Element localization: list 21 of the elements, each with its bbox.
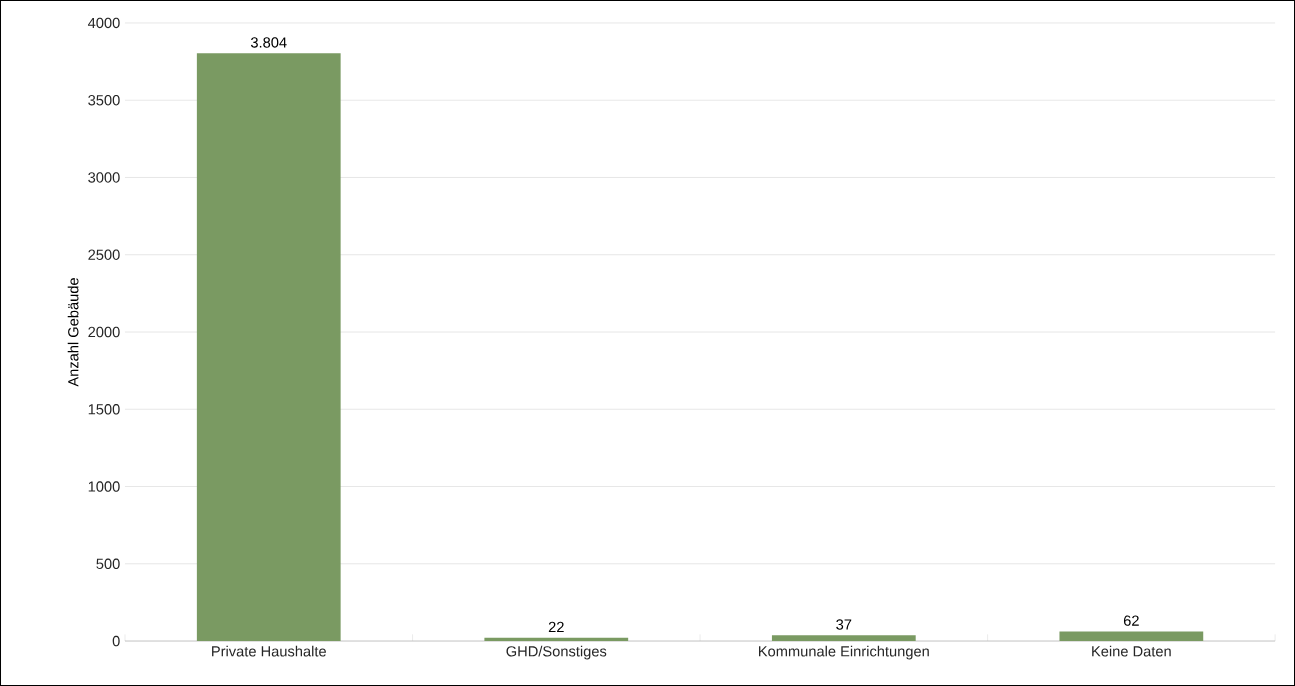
x-tick-label: Private Haushalte xyxy=(212,645,326,657)
y-tick-label: 4000 xyxy=(87,17,120,29)
bar xyxy=(196,53,341,642)
x-tick-label: Kommunale Einrichtungen xyxy=(759,645,929,660)
data-label: 22 xyxy=(548,621,564,633)
data-label: 62 xyxy=(1123,615,1139,626)
y-tick-label: 1000 xyxy=(88,481,120,492)
y-tick-label: 2000 xyxy=(88,326,120,338)
bar xyxy=(1059,631,1204,642)
y-tick-label: 2500 xyxy=(88,249,120,260)
data-label: 3.804 xyxy=(250,37,287,48)
y-tick-label: 3500 xyxy=(88,95,120,106)
y-tick-label: 3000 xyxy=(88,172,120,183)
y-tick-label: 500 xyxy=(96,558,120,569)
x-tick-label: Keine Daten xyxy=(1092,645,1171,657)
y-tick-label: 0 xyxy=(112,635,120,647)
bar xyxy=(771,635,916,642)
x-tick-label: GHD/Sonstiges xyxy=(506,645,607,660)
y-axis-title: Anzahl Gebäude xyxy=(67,278,79,387)
data-label: 37 xyxy=(836,619,852,630)
y-tick-label: 1500 xyxy=(88,404,120,415)
